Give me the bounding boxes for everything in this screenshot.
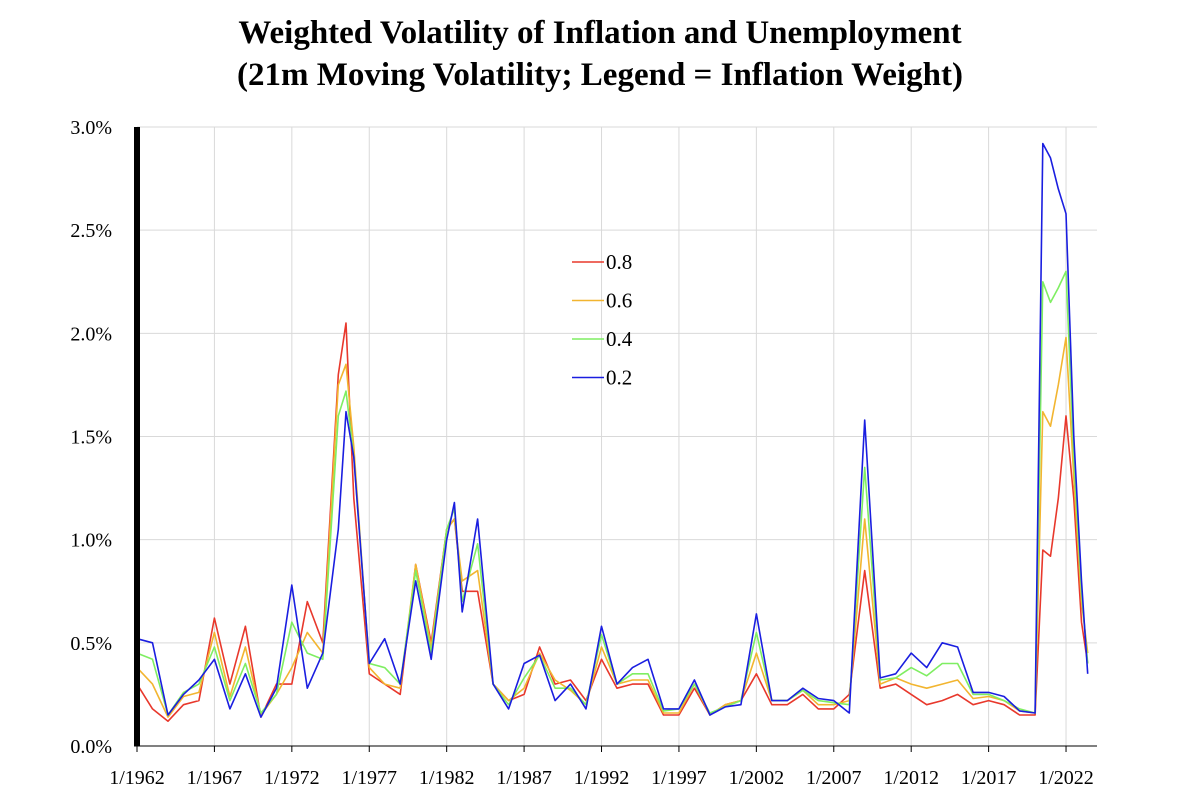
x-tick-label: 1/2012 [883, 767, 939, 789]
y-tick-label: 2.0% [70, 323, 112, 345]
series-line-0.4 [136, 270, 1089, 716]
chart-title-line: Weighted Volatility of Inflation and Une… [238, 15, 962, 51]
x-tick-label: 1/1997 [651, 767, 707, 789]
legend: 0.8 0.6 0.4 0.2 [572, 250, 633, 390]
y-tick-label: 0.0% [70, 736, 112, 758]
x-tick-label: 1/2017 [961, 767, 1017, 789]
x-tick-label: 1/1977 [341, 767, 397, 789]
x-tick-label: 1/2002 [729, 767, 785, 789]
series-lines [136, 142, 1089, 723]
series-line-0.6 [136, 336, 1089, 718]
chart-title: Weighted Volatility of Inflation and Une… [0, 12, 1200, 96]
x-tick-label: 1/1967 [187, 767, 243, 789]
gridlines [136, 126, 1097, 747]
series-line-0.2 [136, 142, 1089, 718]
x-tick-label: 1/2007 [806, 767, 862, 789]
y-tick-label: 0.5% [70, 633, 112, 655]
chart-subtitle-line: (21m Moving Volatility; Legend = Inflati… [237, 57, 963, 93]
y-tick-label: 1.0% [70, 530, 112, 552]
legend-label: 0.8 [606, 250, 632, 274]
y-tick-label: 2.5% [70, 220, 112, 242]
x-tick-label: 1/1992 [574, 767, 630, 789]
x-tick-label: 1/1972 [264, 767, 320, 789]
x-tick-label: 1/1982 [419, 767, 475, 789]
legend-label: 0.2 [606, 366, 632, 390]
x-tick-label: 1/2022 [1038, 767, 1094, 789]
series-line-0.8 [136, 322, 1089, 723]
x-tick-label: 1/1962 [109, 767, 165, 789]
x-tick-label: 1/1987 [496, 767, 552, 789]
legend-label: 0.6 [606, 289, 632, 313]
y-tick-label: 1.5% [70, 427, 112, 449]
y-tick-label: 3.0% [70, 117, 112, 139]
legend-label: 0.4 [606, 327, 633, 351]
axes: 0.0% 0.5% 1.0% 1.5% 2.0% 2.5% 3.0% 1/1962 1/1967… [70, 117, 1097, 789]
